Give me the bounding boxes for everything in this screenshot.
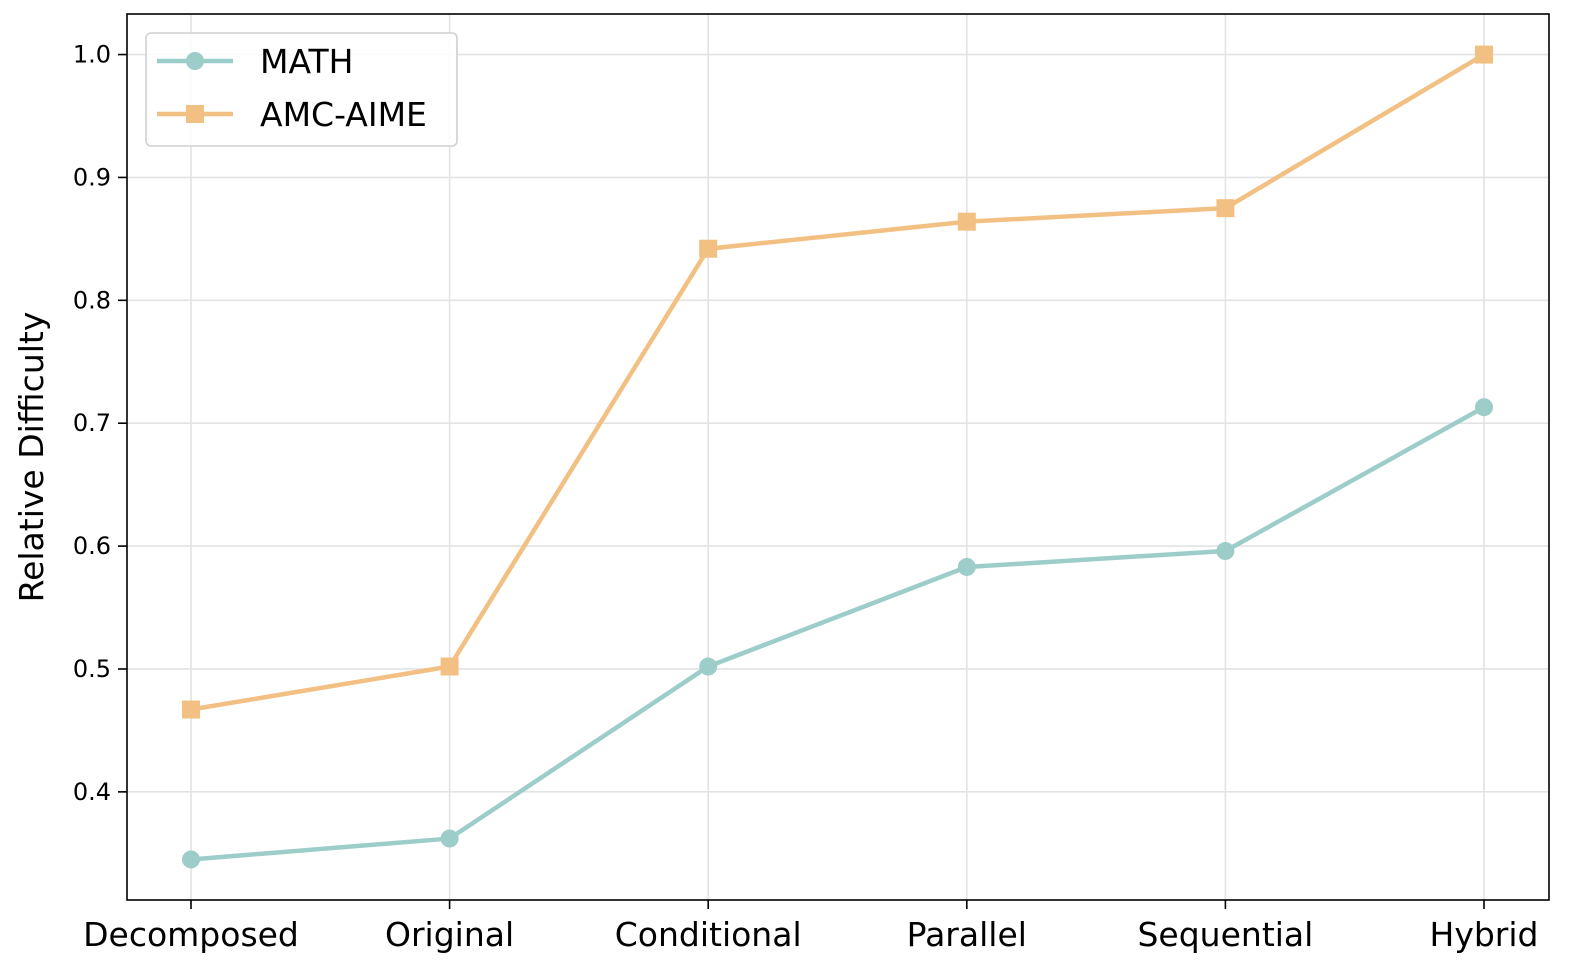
data-point — [440, 829, 459, 848]
y-tick-label: 0.7 — [73, 409, 111, 437]
legend-marker — [186, 52, 204, 70]
data-point — [957, 212, 976, 231]
legend-label: AMC-AIME — [260, 95, 427, 134]
data-point — [182, 700, 200, 719]
data-point — [1216, 542, 1235, 561]
y-tick-label: 0.6 — [73, 532, 111, 560]
x-tick-label: Parallel — [907, 915, 1027, 954]
data-point — [440, 657, 459, 676]
series-amc-aime — [182, 45, 1493, 719]
data-point — [699, 657, 718, 676]
y-tick-label: 0.5 — [73, 655, 111, 683]
data-point — [1216, 199, 1235, 218]
data-point — [1475, 45, 1493, 64]
series-line — [190, 405, 1486, 862]
x-tick-label: Decomposed — [83, 915, 299, 954]
y-axis-title: Relative Difficulty — [12, 312, 51, 603]
data-point — [182, 850, 200, 869]
grid-lines — [127, 14, 1549, 900]
series-math — [182, 398, 1493, 869]
data-point — [1475, 398, 1493, 417]
y-tick-label: 0.9 — [73, 163, 111, 191]
x-tick-label: Original — [385, 915, 514, 954]
x-tick-label: Hybrid — [1430, 915, 1539, 954]
x-axis: Decomposed Original Conditional Parallel Seq… — [83, 900, 1538, 954]
series-line — [190, 52, 1486, 712]
y-tick-label: 0.4 — [73, 778, 111, 806]
y-tick-label: 0.8 — [73, 286, 111, 314]
y-axis: 0.4 0.5 0.6 0.7 0.8 0.9 1.0 — [73, 41, 127, 806]
plot-area-frame — [126, 13, 1550, 901]
legend: MATH AMC-AIME — [145, 32, 458, 147]
legend-label: MATH — [260, 42, 353, 81]
data-point — [699, 239, 718, 258]
x-tick-label: Sequential — [1137, 915, 1313, 954]
y-tick-label: 1.0 — [73, 41, 111, 69]
legend-item-math: MATH — [157, 42, 353, 81]
series-layer — [182, 45, 1493, 869]
legend-marker — [186, 105, 204, 123]
data-point — [957, 557, 976, 576]
legend-item-amc-aime: AMC-AIME — [157, 95, 427, 134]
x-tick-label: Conditional — [615, 915, 802, 954]
